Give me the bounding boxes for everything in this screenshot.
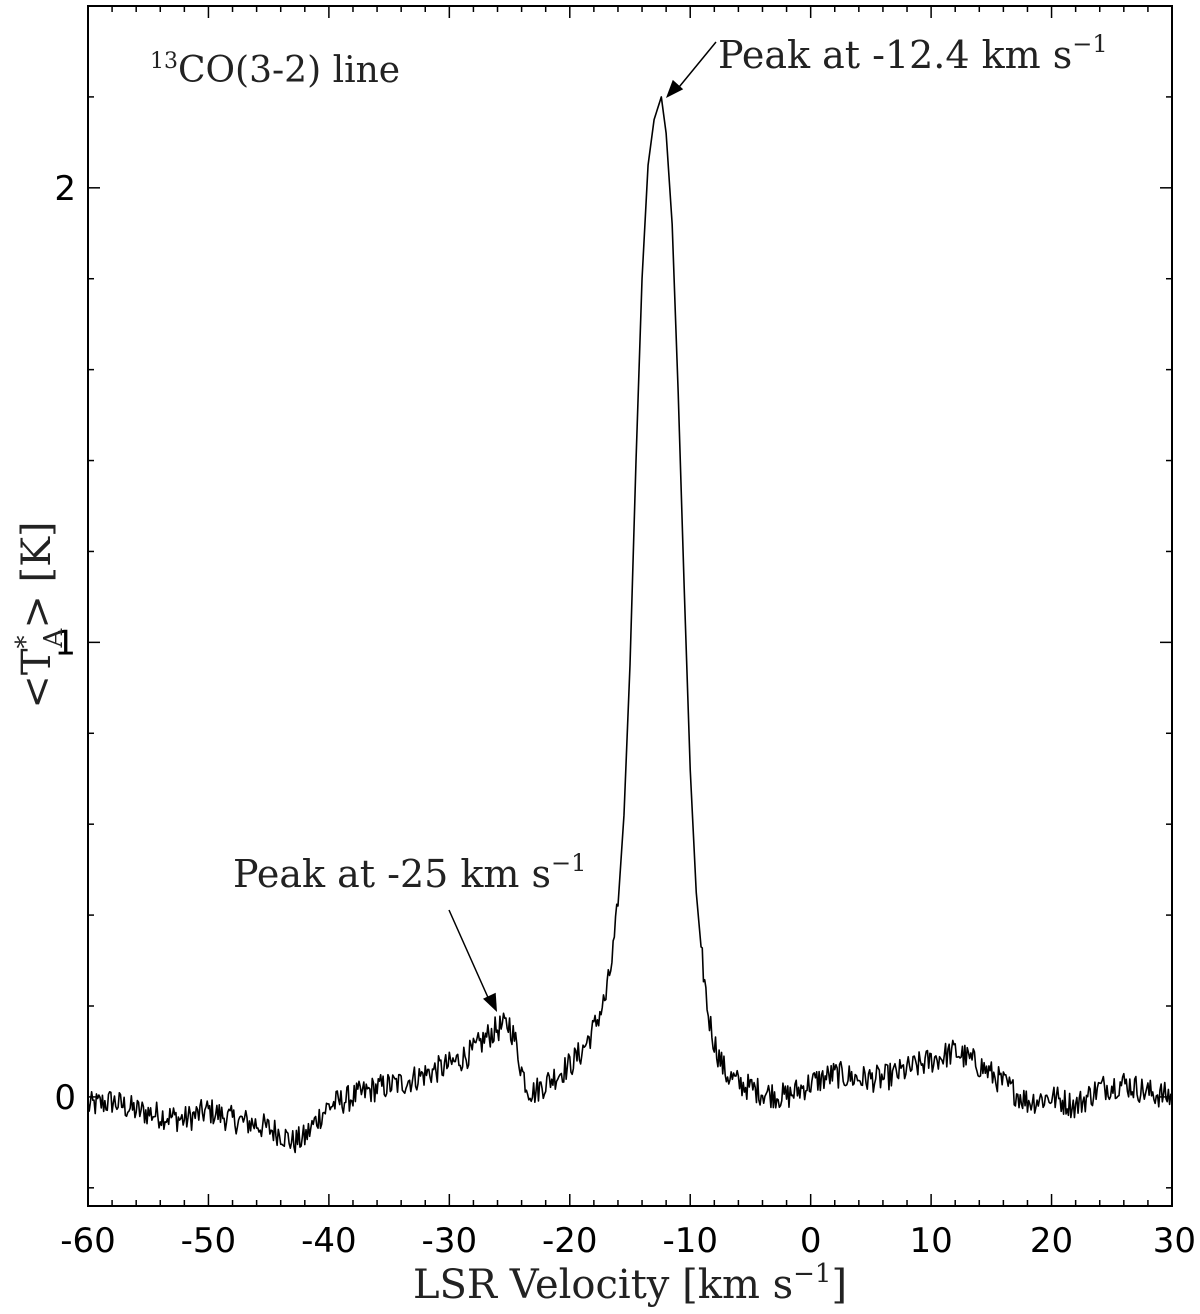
x-tick-label: 30 — [1153, 1221, 1196, 1261]
x-tick-label: -30 — [422, 1221, 478, 1261]
x-tick-label: -60 — [60, 1221, 116, 1261]
annotation-main-arrow — [674, 41, 717, 93]
annotation-main-arrowhead — [666, 79, 684, 98]
x-tick-label: 0 — [800, 1221, 822, 1261]
svg-text:Peak at -12.4 km s−1: Peak at -12.4 km s−1 — [718, 30, 1108, 77]
x-tick-label: 10 — [909, 1221, 952, 1261]
x-axis-label-close: ] — [831, 1262, 847, 1308]
plot-frame — [87, 5, 1173, 1207]
line-label-text: CO(3-2) line — [178, 50, 400, 91]
annotation-second-peak: Peak at -25 km s−1 — [233, 849, 586, 1012]
tick-marks — [87, 5, 1173, 1206]
x-tick-labels: -60 -50 -40 -30 -20 -10 0 10 20 30 — [60, 1221, 1196, 1261]
x-tick-label: -10 — [662, 1221, 718, 1261]
x-tick-label: -50 — [181, 1221, 237, 1261]
x-axis-label: LSR Velocity [km s−1] — [413, 1259, 847, 1308]
y-axis-label: <T*A> [K] — [11, 521, 69, 708]
y-tick-labels: 0 1 2 — [54, 169, 76, 1118]
annotation-second-arrow — [448, 909, 491, 1003]
svg-text:Peak at -25 km s−1: Peak at -25 km s−1 — [233, 849, 586, 896]
y-axis-label-sup: * — [11, 635, 41, 648]
y-tick-label: 0 — [54, 1078, 76, 1118]
x-tick-label: -40 — [301, 1221, 357, 1261]
spectrum-line — [87, 96, 1173, 1154]
y-axis-label-open: <T — [14, 648, 60, 709]
annotation-second-arrowhead — [483, 992, 497, 1012]
line-label: 13CO(3-2) line — [150, 49, 400, 91]
annotation-main-sup: −1 — [1072, 30, 1107, 58]
x-axis-label-text: LSR Velocity [km s — [413, 1262, 793, 1308]
x-tick-label: -20 — [542, 1221, 598, 1261]
x-axis-label-sup: −1 — [793, 1259, 831, 1289]
line-label-superscript: 13 — [150, 49, 178, 74]
annotation-main-text: Peak at -12.4 km s — [718, 33, 1072, 77]
y-tick-label: 2 — [54, 169, 76, 209]
annotation-second-text: Peak at -25 km s — [233, 852, 551, 896]
annotation-main-peak: Peak at -12.4 km s−1 — [666, 30, 1108, 98]
y-tick-label: 1 — [54, 623, 76, 663]
x-tick-label: 20 — [1030, 1221, 1073, 1261]
y-axis-label-sub: A — [39, 627, 69, 648]
annotation-second-sup: −1 — [551, 849, 586, 877]
y-axis-label-close: > [K] — [14, 521, 60, 628]
